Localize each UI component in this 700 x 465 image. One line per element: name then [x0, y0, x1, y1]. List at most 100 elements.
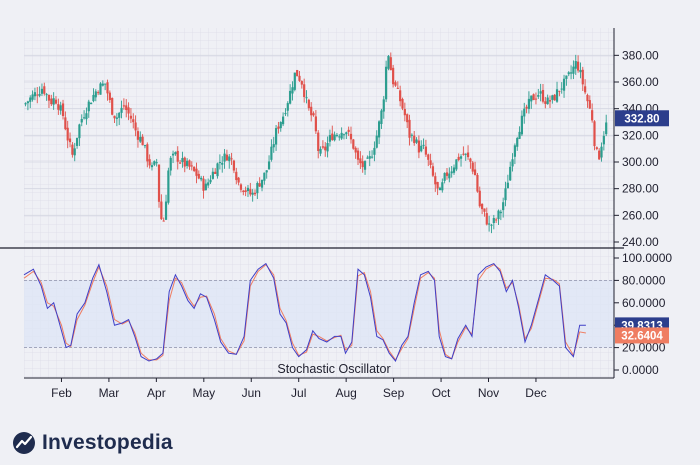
- candle-body: [296, 70, 299, 77]
- candle-body: [555, 89, 559, 102]
- oscillator-tick-label: 0.0000: [622, 363, 659, 377]
- candle-body: [452, 167, 456, 173]
- candle-body: [174, 152, 177, 155]
- candle-body: [422, 144, 425, 146]
- oscillator-line-k: [23, 262, 586, 362]
- candle-body: [176, 150, 179, 162]
- candle-body: [399, 90, 402, 102]
- candle-body: [331, 133, 334, 140]
- candle-body: [598, 150, 601, 160]
- month-tick-label: Jul: [291, 386, 306, 400]
- candle-body: [178, 162, 182, 164]
- candle-body: [43, 86, 46, 94]
- candle-body: [71, 144, 74, 155]
- oscillator-tick-label: 60.0000: [622, 296, 666, 310]
- candle-body: [162, 220, 165, 222]
- candle-body: [586, 94, 589, 102]
- candle-body: [408, 119, 411, 138]
- candle-body: [527, 98, 531, 109]
- candle-body: [282, 116, 285, 125]
- candle-body: [230, 158, 233, 160]
- candle-body: [448, 173, 451, 179]
- candle-body: [602, 135, 605, 145]
- candle-body: [256, 183, 259, 194]
- axis-labels: 380.00360.00340.00320.00300.00280.00260.…: [51, 48, 672, 400]
- candle-body: [445, 172, 449, 176]
- candle-body: [548, 100, 552, 102]
- candle-body: [492, 218, 495, 224]
- candle-body: [115, 117, 118, 119]
- candle-body: [340, 132, 343, 139]
- candle-body: [61, 103, 65, 116]
- candle-body: [204, 183, 207, 191]
- candle-body: [441, 182, 444, 191]
- month-tick-label: Feb: [51, 386, 72, 400]
- candle-body: [244, 190, 247, 193]
- candle-body: [516, 138, 519, 147]
- candle-body: [143, 145, 147, 147]
- candle-body: [101, 83, 104, 86]
- candle-body: [565, 75, 568, 79]
- candle-body: [495, 219, 498, 221]
- candle-body: [436, 182, 439, 189]
- price-gridlines: [24, 54, 614, 243]
- candle-body: [106, 82, 109, 94]
- candle-body: [406, 114, 409, 123]
- price-tick-label: 260.00: [622, 208, 659, 222]
- candle-body: [572, 66, 575, 74]
- price-tick-label: 320.00: [622, 128, 659, 142]
- candle-body: [469, 158, 472, 162]
- month-tick-label: Mar: [99, 386, 120, 400]
- candle-body: [260, 179, 264, 188]
- candle-body: [66, 127, 69, 141]
- candle-body: [92, 94, 95, 102]
- candle-body: [97, 92, 100, 94]
- candle-body: [420, 145, 423, 152]
- candle-body: [410, 134, 413, 136]
- candle-body: [497, 210, 500, 220]
- candle-body: [108, 92, 111, 101]
- candle-body: [553, 94, 556, 101]
- candle-body: [359, 158, 362, 164]
- candle-body: [377, 121, 381, 138]
- candle-body: [560, 88, 563, 90]
- candle-body: [605, 122, 608, 135]
- candle-body: [443, 173, 446, 181]
- candle-body: [464, 153, 467, 155]
- candle-body: [120, 107, 123, 113]
- candle-body: [38, 94, 41, 96]
- candle-body: [45, 94, 48, 96]
- candle-body: [312, 113, 315, 116]
- month-tick-label: Nov: [478, 386, 499, 400]
- current-price-tag: 332.80: [624, 113, 659, 125]
- candle-body: [438, 187, 442, 191]
- month-tick-label: Apr: [147, 386, 166, 400]
- candle-body: [342, 134, 346, 136]
- candle-body: [511, 159, 514, 167]
- candle-body: [375, 135, 378, 148]
- candle-body: [253, 192, 257, 195]
- candle-body: [581, 69, 584, 85]
- candle-body: [164, 201, 168, 220]
- candle-body: [544, 101, 547, 104]
- candle-body: [328, 135, 332, 142]
- candle-body: [504, 188, 507, 201]
- candle-body: [413, 135, 416, 144]
- candle-body: [270, 146, 273, 160]
- candle-body: [216, 163, 219, 177]
- candle-body: [225, 154, 229, 161]
- month-tick-label: Dec: [525, 386, 546, 400]
- candle-body: [111, 97, 114, 115]
- candle-body: [52, 98, 55, 105]
- candle-body: [321, 146, 325, 148]
- oscillator-d-tag-bg: [615, 327, 669, 344]
- candle-body: [478, 190, 481, 207]
- candle-body: [380, 110, 383, 125]
- candle-body: [24, 103, 27, 105]
- candle-body: [36, 94, 39, 96]
- candle-body: [47, 94, 51, 101]
- candle-body: [429, 160, 432, 165]
- candle-body: [90, 102, 93, 105]
- candle-body: [401, 98, 404, 109]
- candle-body: [523, 108, 526, 117]
